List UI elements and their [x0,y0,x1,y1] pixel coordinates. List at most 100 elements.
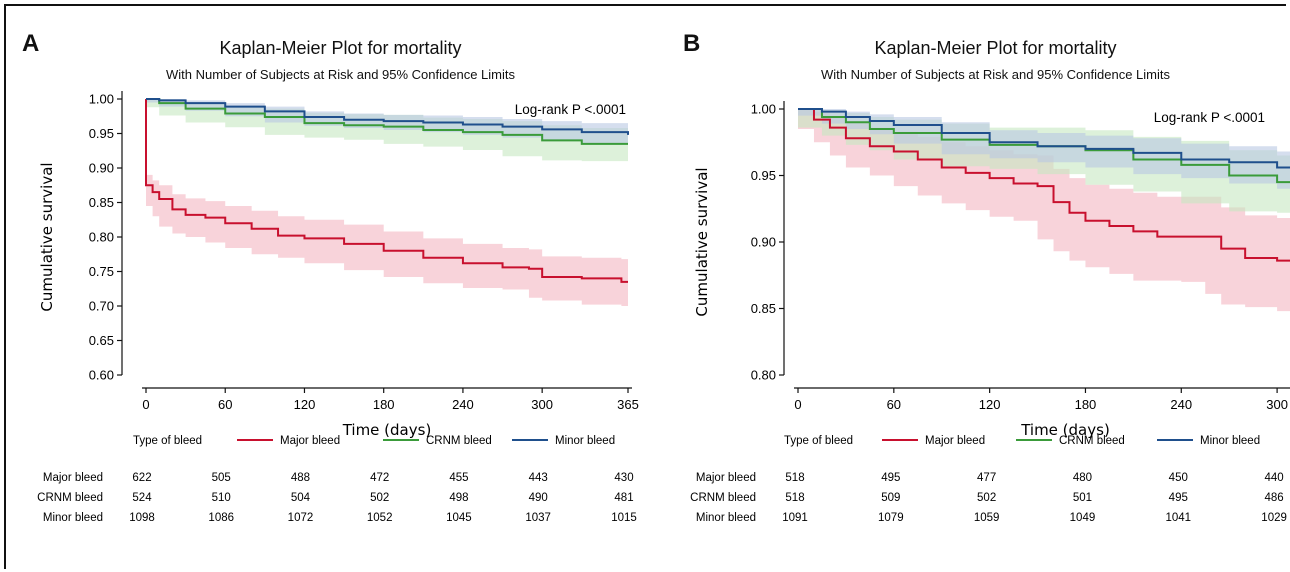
x-axis-title: Time (days) [1020,421,1110,439]
at-risk-count: 486 [1265,492,1284,504]
x-tick-label: 180 [373,397,395,412]
panel-b: B Kaplan-Meier Plot for mortality With N… [645,0,1290,572]
x-tick-label: 300 [531,397,553,412]
at-risk-row-label: Minor bleed [696,512,756,524]
y-tick-label: 0.90 [751,235,776,250]
y-tick-label: 0.85 [751,301,776,316]
at-risk-count: 1098 [129,512,155,524]
at-risk-count: 501 [1073,492,1092,504]
at-risk-count: 1052 [367,512,393,524]
at-risk-row-label: Minor bleed [43,512,103,524]
y-tick-label: 0.80 [751,368,776,383]
at-risk-count: 488 [291,472,310,484]
ci-band-major-bleed [146,99,628,306]
at-risk-count: 502 [977,492,996,504]
at-risk-count: 509 [881,492,900,504]
y-tick-label: 0.80 [89,230,114,245]
legend-label: CRNM bleed [426,435,492,447]
at-risk-count: 1041 [1165,512,1191,524]
logrank-annotation: Log-rank P <.0001 [515,102,626,117]
y-axis-title: Cumulative survival [38,162,56,311]
at-risk-count: 502 [370,492,389,504]
y-axis-title: Cumulative survival [693,167,711,316]
at-risk-row-label: CRNM bleed [690,492,756,504]
logrank-annotation: Log-rank P <.0001 [1154,110,1265,125]
survival-curve-minor-bleed [146,98,629,135]
at-risk-count: 1029 [1261,512,1287,524]
y-tick-label: 1.00 [89,92,114,107]
chart-subtitle: With Number of Subjects at Risk and 95% … [166,67,515,82]
x-tick-label: 240 [1170,397,1192,412]
at-risk-count: 622 [132,472,151,484]
survival-curve-major-bleed [145,99,628,283]
survival-curve-minor-bleed [798,108,1290,169]
legend-title: Type of bleed [784,435,853,447]
at-risk-count: 1079 [878,512,904,524]
km-plot-a: 0.60 0.65 0.70 0.75 0.80 0.85 0.90 0.95 1.00 0 60 1… [37,91,639,524]
at-risk-count: 455 [449,472,468,484]
at-risk-count: 450 [1169,472,1188,484]
x-tick-label: 180 [1075,397,1097,412]
at-risk-count: 480 [1073,472,1092,484]
at-risk-row-label: CRNM bleed [37,492,103,504]
at-risk-count: 1059 [974,512,1000,524]
legend-label: Minor bleed [1200,435,1260,447]
survival-curve-major-bleed [798,108,1290,262]
at-risk-row-label: Major bleed [696,472,756,484]
legend-title: Type of bleed [133,435,202,447]
chart-title: Kaplan-Meier Plot for mortality [219,38,462,58]
at-risk-count: 495 [881,472,900,484]
x-tick-label: 240 [452,397,474,412]
km-plot-b: 0.800.850.900.951.00060120180240300335Ti… [690,101,1290,524]
at-risk-count: 1091 [782,512,808,524]
at-risk-count: 510 [212,492,231,504]
x-tick-label: 0 [794,397,801,412]
x-tick-label: 60 [218,397,232,412]
chart-title: Kaplan-Meier Plot for mortality [874,38,1117,58]
at-risk-count: 518 [785,472,804,484]
at-risk-count: 498 [449,492,468,504]
at-risk-count: 524 [132,492,152,504]
y-tick-label: 0.70 [89,299,114,314]
at-risk-count: 477 [977,472,996,484]
x-tick-label: 365 [617,397,639,412]
at-risk-count: 518 [785,492,804,504]
at-risk-count: 472 [370,472,389,484]
legend-label: Major bleed [280,435,340,447]
at-risk-count: 1086 [208,512,234,524]
chart-subtitle: With Number of Subjects at Risk and 95% … [821,67,1170,82]
y-tick-label: 0.65 [89,333,114,348]
y-tick-label: 0.90 [89,161,114,176]
at-risk-count: 1015 [611,512,637,524]
y-tick-label: 0.85 [89,195,114,210]
legend-label: Major bleed [925,435,985,447]
at-risk-count: 1045 [446,512,472,524]
legend-label: CRNM bleed [1059,435,1125,447]
y-tick-label: 0.95 [89,126,114,141]
at-risk-count: 430 [614,472,633,484]
x-tick-label: 120 [979,397,1001,412]
at-risk-count: 504 [291,492,311,504]
x-tick-label: 300 [1266,397,1288,412]
y-tick-label: 0.60 [89,368,114,383]
legend-label: Minor bleed [555,435,615,447]
ci-band-minor-bleed [798,109,1290,189]
panel-letter: A [22,30,40,57]
at-risk-count: 443 [529,472,548,484]
at-risk-count: 1049 [1070,512,1096,524]
x-axis-title: Time (days) [342,421,432,439]
x-tick-label: 120 [294,397,316,412]
x-tick-label: 0 [142,397,149,412]
panel-letter: B [683,30,701,57]
figure-frame [4,4,1286,569]
at-risk-count: 505 [212,472,231,484]
at-risk-count: 481 [614,492,633,504]
y-tick-label: 1.00 [751,102,776,117]
at-risk-count: 440 [1265,472,1284,484]
y-tick-label: 0.75 [89,264,114,279]
panel-a: A Kaplan-Meier Plot for mortality With N… [22,30,639,524]
x-tick-label: 60 [887,397,901,412]
at-risk-count: 490 [529,492,548,504]
at-risk-count: 1072 [288,512,314,524]
y-tick-label: 0.95 [751,168,776,183]
